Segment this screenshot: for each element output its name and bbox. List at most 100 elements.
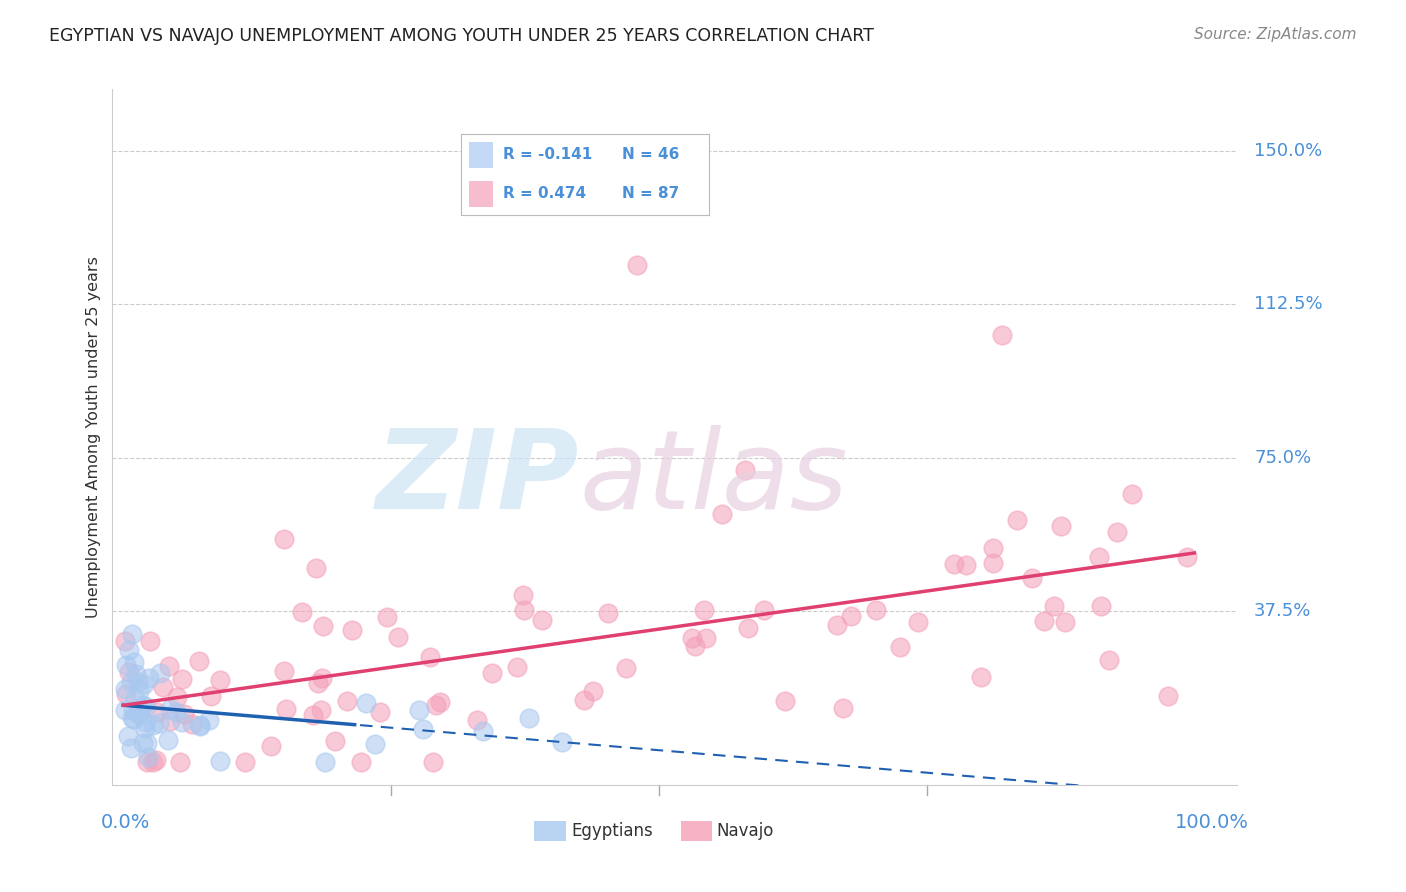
Y-axis label: Unemployment Among Youth under 25 years: Unemployment Among Youth under 25 years	[86, 256, 101, 618]
Point	[839, 609, 862, 624]
Point	[1033, 614, 1056, 628]
Text: ZIP: ZIP	[375, 425, 579, 533]
Point	[307, 675, 329, 690]
Point	[340, 623, 363, 637]
Bar	[681, 822, 711, 840]
Point	[188, 719, 211, 733]
Point	[122, 655, 145, 669]
Point	[734, 463, 756, 477]
Point	[419, 649, 441, 664]
Point	[336, 694, 359, 708]
Point	[1021, 571, 1043, 585]
Point	[970, 670, 993, 684]
Point	[127, 706, 149, 721]
Point	[142, 756, 165, 770]
Point	[187, 654, 209, 668]
Point	[955, 558, 977, 573]
Text: 37.5%: 37.5%	[1254, 602, 1312, 620]
Point	[350, 756, 373, 770]
Point	[273, 664, 295, 678]
Point	[145, 753, 167, 767]
Text: 112.5%: 112.5%	[1254, 295, 1323, 313]
Point	[1157, 690, 1180, 704]
Point	[173, 707, 195, 722]
Point	[134, 721, 156, 735]
Point	[1121, 486, 1143, 500]
Point	[170, 672, 193, 686]
Point	[122, 712, 145, 726]
Point	[165, 705, 187, 719]
Point	[170, 714, 193, 729]
Point	[1043, 599, 1066, 613]
Point	[114, 681, 136, 696]
Point	[117, 643, 139, 657]
Point	[159, 714, 181, 729]
Text: Source: ZipAtlas.com: Source: ZipAtlas.com	[1194, 27, 1357, 42]
Point	[429, 696, 451, 710]
Point	[1049, 519, 1071, 533]
Point	[121, 626, 143, 640]
Point	[1005, 513, 1028, 527]
Point	[142, 717, 165, 731]
Text: atlas: atlas	[579, 425, 848, 533]
Point	[472, 723, 495, 738]
Point	[614, 661, 637, 675]
Point	[889, 640, 911, 655]
Point	[149, 666, 172, 681]
Point	[467, 713, 489, 727]
Point	[737, 621, 759, 635]
Point	[139, 634, 162, 648]
Point	[117, 729, 139, 743]
Point	[1107, 525, 1129, 540]
Point	[128, 683, 150, 698]
Point	[157, 659, 180, 673]
Point	[122, 703, 145, 717]
Point	[260, 739, 283, 754]
Point	[118, 665, 141, 680]
Point	[136, 749, 159, 764]
Text: Navajo: Navajo	[717, 822, 773, 840]
Point	[166, 690, 188, 704]
Point	[120, 674, 142, 689]
Point	[387, 630, 409, 644]
Point	[311, 619, 333, 633]
Point	[831, 700, 853, 714]
Point	[135, 700, 157, 714]
Point	[136, 736, 159, 750]
Point	[208, 673, 231, 687]
Point	[323, 733, 346, 747]
Text: 75.0%: 75.0%	[1254, 449, 1312, 467]
Point	[572, 693, 595, 707]
Point	[180, 716, 202, 731]
Point	[681, 632, 703, 646]
Point	[114, 703, 136, 717]
Point	[710, 507, 733, 521]
Point	[1090, 599, 1112, 614]
Point	[754, 603, 776, 617]
Point	[301, 707, 323, 722]
Text: EGYPTIAN VS NAVAJO UNEMPLOYMENT AMONG YOUTH UNDER 25 YEARS CORRELATION CHART: EGYPTIAN VS NAVAJO UNEMPLOYMENT AMONG YO…	[49, 27, 875, 45]
Point	[134, 715, 156, 730]
Point	[695, 631, 717, 645]
Point	[145, 705, 167, 719]
Point	[121, 711, 143, 725]
Point	[198, 713, 221, 727]
Point	[907, 615, 929, 630]
Point	[314, 755, 336, 769]
Point	[685, 639, 707, 653]
Point	[530, 613, 553, 627]
Point	[208, 754, 231, 768]
Point	[159, 702, 181, 716]
Point	[825, 618, 848, 632]
Point	[120, 740, 142, 755]
Bar	[468, 142, 494, 168]
Text: 0.0%: 0.0%	[101, 813, 150, 832]
Point	[274, 702, 297, 716]
Point	[626, 258, 648, 272]
Text: R = -0.141: R = -0.141	[503, 147, 592, 162]
Point	[773, 693, 796, 707]
Text: 150.0%: 150.0%	[1254, 142, 1323, 160]
Point	[148, 716, 170, 731]
Point	[368, 706, 391, 720]
Point	[412, 722, 434, 736]
